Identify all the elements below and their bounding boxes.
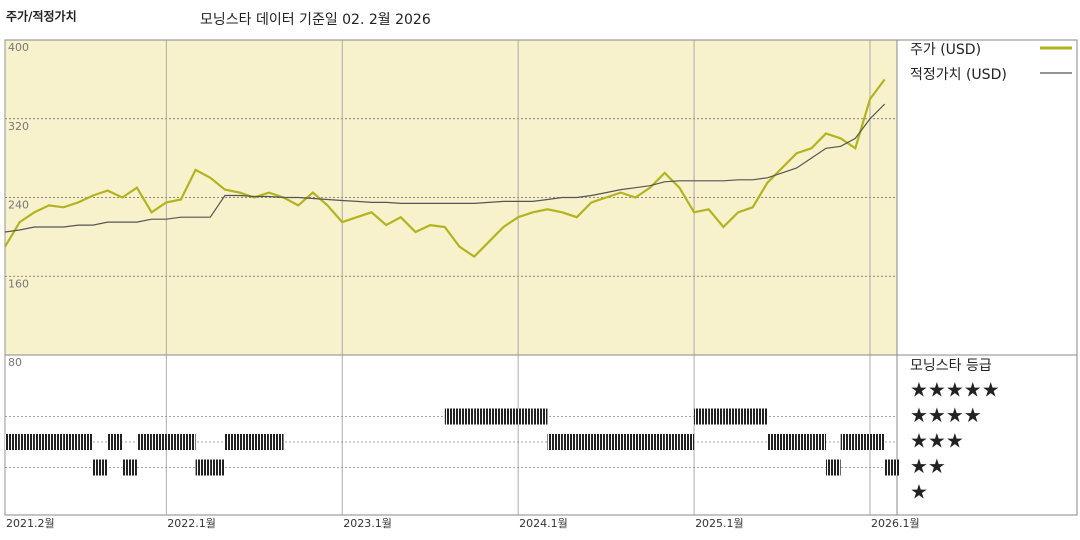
rating-label: ★★ [910,454,946,478]
rating-label: ★ [910,480,928,504]
rating-bar [488,408,504,425]
rating-bar [855,434,870,450]
rating-bar [63,434,79,450]
x-tick-label: 2023.1월 [343,517,392,530]
rating-bar [107,434,123,450]
rating-bar [620,434,636,450]
rating-bar [518,408,533,425]
rating-bar [606,434,621,450]
rating-bar [92,459,108,476]
rating-bar [708,408,724,425]
rating-bar [239,434,255,450]
rating-bar [5,434,20,450]
rating-bar [870,434,885,450]
rating-bar [268,434,284,450]
rating-bar [738,408,753,425]
y-tick-label: 400 [8,41,29,54]
x-tick-label: 2025.1월 [695,517,744,530]
legend-label: 적정가치 (USD) [910,67,1007,83]
rating-label: ★★★ [910,429,964,453]
rating-bar [826,459,841,476]
rating-bar [562,434,577,450]
x-tick-label: 2026.1월 [871,517,920,530]
rating-bar [78,434,93,450]
rating-bar [48,434,64,450]
rating-bar [591,434,607,450]
rating-bar [254,434,269,450]
rating-bar [635,434,651,450]
rating-bar [122,459,137,476]
series-line [4,103,886,233]
rating-bar [19,434,35,450]
rating-label: ★★★★★ [910,378,1000,402]
rating-bar [547,434,563,450]
chart-title: 주가/적정가치 [6,9,77,24]
rating-bar [767,434,783,450]
rating-bar [34,434,49,450]
x-tick-label: 2021.2월 [6,517,55,530]
y-tick-label: 160 [8,277,29,290]
rating-bar [210,459,225,476]
rating-bar [444,408,460,425]
rating-bar [532,408,548,425]
rating-bar [782,434,797,450]
rating-bar [503,408,519,425]
rating-bar [180,434,196,450]
rating-bar [723,408,739,425]
legend-label: 주가 (USD) [910,42,981,58]
rating-bar [151,434,167,450]
rating-bar [459,408,475,425]
rating-bar [679,434,695,450]
rating-title: 모닝스타 등급 [910,358,992,374]
rating-bar [811,434,827,450]
y-tick-label: 320 [8,120,29,133]
rating-bar [195,459,211,476]
y-tick-label: 240 [8,199,29,212]
rating-bar [884,459,900,476]
rating-bar [796,434,812,450]
subtitle: 모닝스타 데이터 기준일 02. 2월 2026 [200,12,431,28]
rating-bar [576,434,592,450]
rating-label: ★★★★ [910,403,982,427]
rating-bar [650,434,665,450]
rating-bar [224,434,240,450]
rating-bar [752,408,768,425]
rating-bar [840,434,856,450]
x-tick-label: 2024.1월 [519,517,568,530]
x-tick-label: 2022.1월 [167,517,216,530]
y-tick-label: 80 [8,356,22,369]
rating-bar [664,434,680,450]
rating-bar [136,434,152,450]
rating-bar [166,434,181,450]
rating-bar [694,408,709,425]
series-line [4,78,886,259]
rating-bar [474,408,489,425]
